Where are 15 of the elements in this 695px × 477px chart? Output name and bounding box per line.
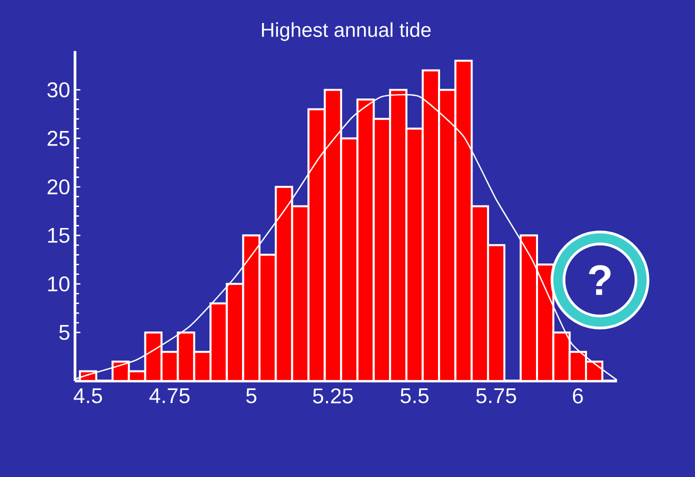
x-tick-label: 5.75 <box>476 388 516 404</box>
x-tick-label: 4.75 <box>149 388 190 404</box>
y-tick-label: 25 <box>48 130 70 146</box>
y-tick-label: 30 <box>47 82 70 98</box>
y-tick-label: 20 <box>48 179 70 194</box>
chart-title: Highest annual tide <box>262 22 431 41</box>
y-tick-label: 5 <box>59 325 70 340</box>
x-tick-label: 6 <box>572 388 583 404</box>
y-tick-label: 15 <box>48 228 70 243</box>
x-tick-label: 5.5 <box>400 388 428 404</box>
y-tick-label: 10 <box>48 276 70 292</box>
x-tick-label: 5 <box>246 388 256 404</box>
annotation: ? <box>588 265 611 295</box>
x-tick-label: 5.25 <box>313 388 353 404</box>
x-tick-label: 4.5 <box>74 388 102 404</box>
